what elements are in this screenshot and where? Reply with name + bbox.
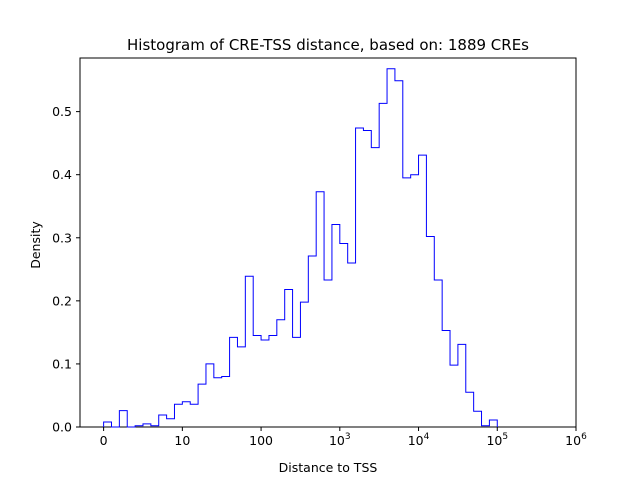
x-tick-label: 104 [408,432,430,448]
chart-title: Histogram of CRE-TSS distance, based on:… [127,36,529,54]
x-tick-label: 0 [100,433,108,448]
x-tick-label: 105 [486,432,508,448]
plot-area: 0 10 100 103 104 105 106 0.0 0.1 0.2 0.3 0.4 0.5 [52,57,587,448]
plot-frame [79,57,577,428]
x-axis-label: Distance to TSS [279,460,378,475]
x-tick-label: 100 [249,433,273,448]
y-tick-label: 0.1 [52,356,72,371]
x-tick-label: 103 [329,432,351,448]
y-tick-label: 0.5 [52,104,72,119]
y-tick-label: 0.2 [52,293,72,308]
histogram-step-line [103,68,498,428]
y-tick-label: 0.0 [52,420,72,435]
y-tick-label: 0.4 [52,167,72,182]
x-tick-label: 106 [565,432,587,448]
y-tick-label: 0.3 [52,230,72,245]
y-axis-label: Density [28,221,43,269]
x-tick-label: 10 [174,433,190,448]
